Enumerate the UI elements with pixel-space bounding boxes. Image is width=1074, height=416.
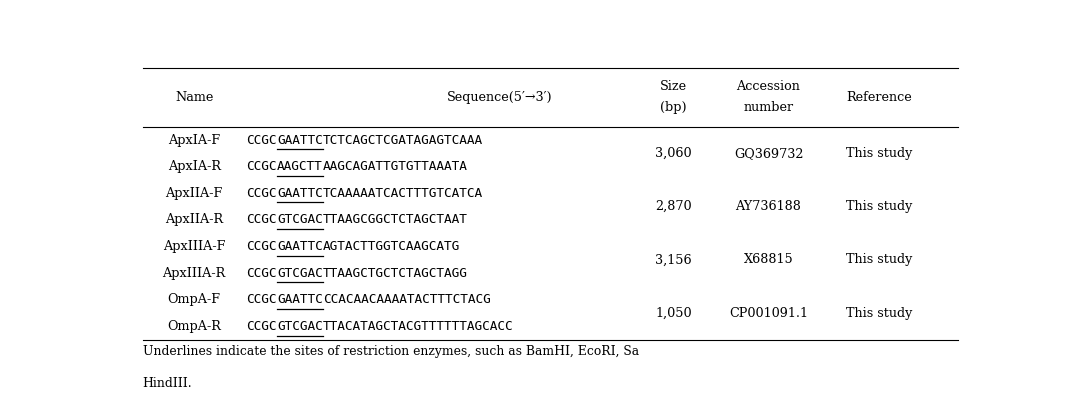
Text: TTAAGCTGCTCTAGCTAGG: TTAAGCTGCTCTAGCTAGG — [323, 267, 468, 280]
Text: Underlines indicate the sites of restriction enzymes, such as BamHI, EcoRI, Sa: Underlines indicate the sites of restric… — [143, 344, 639, 357]
Text: GQ369732: GQ369732 — [734, 147, 803, 160]
Text: CCGC: CCGC — [247, 213, 277, 226]
Text: Sequence(5′→3′): Sequence(5′→3′) — [447, 91, 552, 104]
Text: AY736188: AY736188 — [736, 200, 801, 213]
Text: ApxIIIA-F: ApxIIIA-F — [163, 240, 226, 253]
Text: (bp): (bp) — [661, 101, 687, 114]
Text: OmpA-F: OmpA-F — [168, 293, 220, 306]
Text: CCGC: CCGC — [247, 160, 277, 173]
Text: This study: This study — [846, 147, 913, 160]
Text: AGTACTTGGTCAAGCATG: AGTACTTGGTCAAGCATG — [323, 240, 460, 253]
Text: TCAAAAATCACTTTGTCATCA: TCAAAAATCACTTTGTCATCA — [323, 187, 483, 200]
Text: ApxIIA-F: ApxIIA-F — [165, 187, 222, 200]
Text: number: number — [743, 101, 794, 114]
Text: GAATTC: GAATTC — [277, 134, 323, 146]
Text: AAGCTT: AAGCTT — [277, 160, 323, 173]
Text: 3,156: 3,156 — [655, 253, 692, 266]
Text: AAGCAGATTGTGTTAAATA: AAGCAGATTGTGTTAAATA — [323, 160, 468, 173]
Text: GTCGAC: GTCGAC — [277, 267, 323, 280]
Text: GTCGAC: GTCGAC — [277, 213, 323, 226]
Text: TTACATAGCTACGTTTTTTAGCACC: TTACATAGCTACGTTTTTTAGCACC — [323, 320, 513, 333]
Text: CCGC: CCGC — [247, 187, 277, 200]
Text: This study: This study — [846, 307, 913, 319]
Text: GAATTC: GAATTC — [277, 187, 323, 200]
Text: ApxIA-F: ApxIA-F — [169, 134, 220, 146]
Text: GAATTC: GAATTC — [277, 293, 323, 306]
Text: CCGC: CCGC — [247, 267, 277, 280]
Text: TCTCAGCTCGATAGAGTCAAA: TCTCAGCTCGATAGAGTCAAA — [323, 134, 483, 146]
Text: Reference: Reference — [846, 91, 912, 104]
Text: Accession: Accession — [737, 80, 800, 94]
Text: CCGC: CCGC — [247, 293, 277, 306]
Text: ApxIA-R: ApxIA-R — [168, 160, 220, 173]
Text: TTAAGCGGCTCTAGCTAAT: TTAAGCGGCTCTAGCTAAT — [323, 213, 468, 226]
Text: Size: Size — [661, 80, 687, 94]
Text: CCGC: CCGC — [247, 240, 277, 253]
Text: CCACAACAAAATACTTTCTACG: CCACAACAAAATACTTTCTACG — [323, 293, 491, 306]
Text: GAATTC: GAATTC — [277, 240, 323, 253]
Text: This study: This study — [846, 200, 913, 213]
Text: HindIII.: HindIII. — [143, 376, 192, 389]
Text: This study: This study — [846, 253, 913, 266]
Text: CP001091.1: CP001091.1 — [729, 307, 808, 319]
Text: 3,060: 3,060 — [655, 147, 692, 160]
Text: X68815: X68815 — [743, 253, 794, 266]
Text: GTCGAC: GTCGAC — [277, 320, 323, 333]
Text: ApxIIIA-R: ApxIIIA-R — [162, 267, 226, 280]
Text: Name: Name — [175, 91, 214, 104]
Text: ApxIIA-R: ApxIIA-R — [165, 213, 223, 226]
Text: OmpA-R: OmpA-R — [168, 320, 221, 333]
Text: 1,050: 1,050 — [655, 307, 692, 319]
Text: CCGC: CCGC — [247, 320, 277, 333]
Text: 2,870: 2,870 — [655, 200, 692, 213]
Text: CCGC: CCGC — [247, 134, 277, 146]
